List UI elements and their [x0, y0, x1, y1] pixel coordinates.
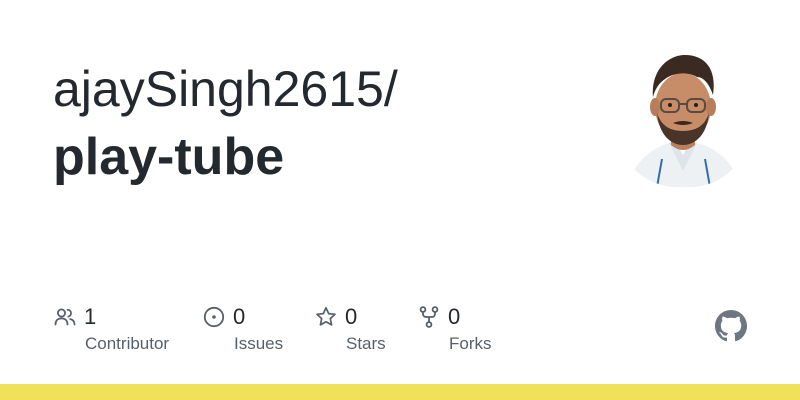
- issue-circle-icon: [202, 305, 226, 329]
- language-color-bar: [0, 384, 800, 400]
- fork-icon: [417, 305, 441, 329]
- forks-label: Forks: [449, 334, 492, 353]
- stars-count: 0: [345, 304, 358, 329]
- forks-count: 0: [448, 304, 461, 329]
- contributors-count: 1: [84, 304, 97, 329]
- repo-title: ajaySingh2615/ play-tube: [53, 58, 573, 188]
- star-icon: [314, 305, 338, 329]
- stars-label: Stars: [346, 334, 386, 353]
- issues-count: 0: [233, 304, 246, 329]
- repo-name: play-tube: [53, 128, 285, 186]
- contributors-label: Contributor: [85, 334, 170, 353]
- people-icon: [53, 305, 77, 329]
- repo-owner: ajaySingh2615/: [53, 61, 398, 117]
- issues-label: Issues: [234, 334, 284, 353]
- github-logo-icon[interactable]: [715, 310, 747, 342]
- avatar-photo-icon: [617, 47, 750, 187]
- owner-avatar: [617, 47, 750, 187]
